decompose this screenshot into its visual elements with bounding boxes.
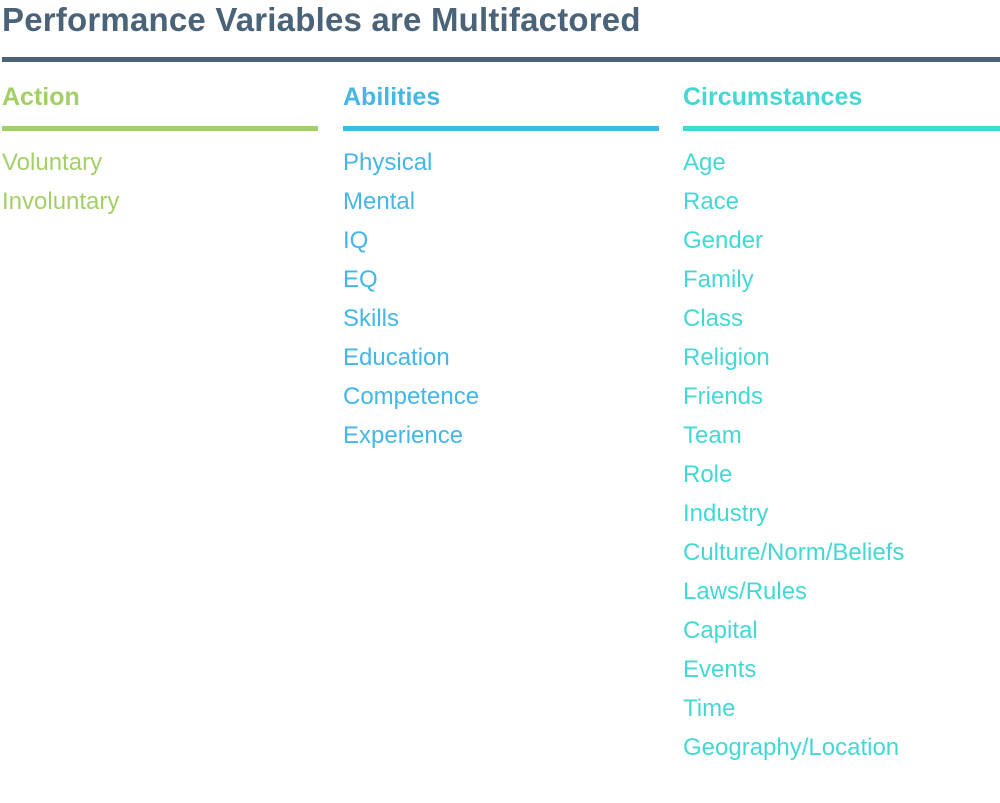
list-item: Involuntary	[2, 188, 120, 215]
column-list-circumstances: Age Race Gender Family Class Religion Friends T…	[683, 143, 1000, 767]
list-item: Family	[683, 266, 754, 293]
list-item: Events	[683, 656, 757, 683]
list-item: Culture/Norm/Beliefs	[683, 539, 905, 566]
column-heading-circumstances: Circumstances	[683, 83, 863, 111]
column-list-action: Voluntary Involuntary	[2, 143, 318, 221]
column-divider-action	[2, 126, 318, 131]
list-item: Class	[683, 305, 744, 332]
list-item: Team	[683, 422, 742, 449]
list-item: Religion	[683, 344, 770, 371]
list-item: Mental	[343, 188, 416, 215]
list-item: Age	[683, 149, 726, 176]
column-heading-action: Action	[2, 83, 80, 111]
list-item: IQ	[343, 227, 369, 254]
column-divider-circumstances	[683, 126, 1000, 131]
list-item: Skills	[343, 305, 400, 332]
page-title: Performance Variables are Multifactored	[2, 1, 641, 38]
column-action: Action Voluntary Involuntary	[2, 80, 318, 221]
column-abilities: Abilities Physical Mental IQ EQ Skills Educat…	[343, 80, 659, 455]
list-item: Voluntary	[2, 149, 103, 176]
list-item: Friends	[683, 383, 764, 410]
column-heading-abilities: Abilities	[343, 83, 441, 111]
list-item: Geography/Location	[683, 734, 900, 761]
list-item: Race	[683, 188, 740, 215]
list-item: Laws/Rules	[683, 578, 808, 605]
title-divider	[2, 57, 1000, 62]
column-list-abilities: Physical Mental IQ EQ Skills Education Compete…	[343, 143, 659, 455]
list-item: EQ	[343, 266, 378, 293]
column-divider-abilities	[343, 126, 659, 131]
list-item: Experience	[343, 422, 464, 449]
list-item: Role	[683, 461, 733, 488]
list-item: Capital	[683, 617, 758, 644]
list-item: Industry	[683, 500, 769, 527]
column-circumstances: Circumstances Age Race Gender Family Class Re…	[683, 80, 1000, 767]
list-item: Gender	[683, 227, 764, 254]
list-item: Education	[343, 344, 450, 371]
list-item: Time	[683, 695, 736, 722]
list-item: Physical	[343, 149, 433, 176]
list-item: Competence	[343, 383, 480, 410]
